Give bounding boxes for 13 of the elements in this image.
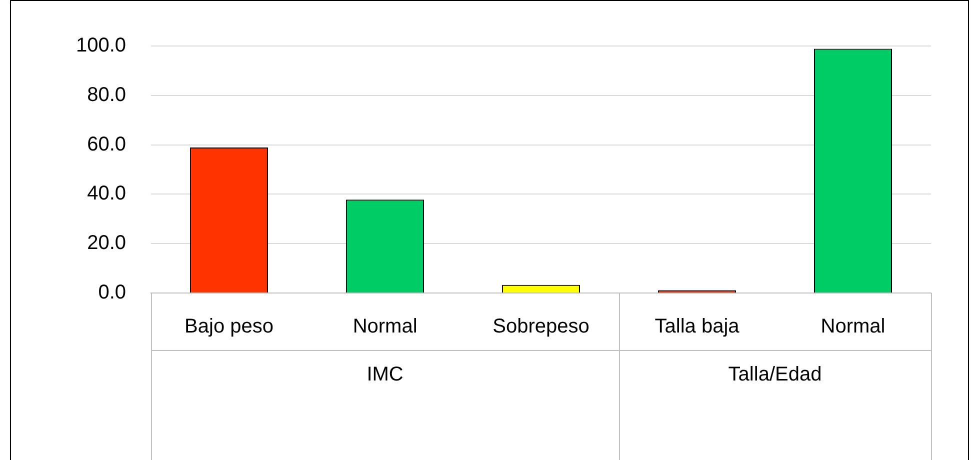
x-tick-label: Normal — [352, 316, 418, 338]
x-tick-label: Sobrepeso — [492, 316, 590, 338]
x-tick-label: Bajo peso — [184, 316, 274, 338]
text: Talla/Edad — [728, 364, 822, 386]
y-tick-label: 20.0 — [87, 232, 126, 254]
y-tick-label: 0.0 — [98, 282, 126, 304]
text: IMC — [366, 364, 404, 386]
y-tick-label: 100.0 — [76, 34, 126, 57]
y-tick-label: 60.0 — [87, 133, 126, 156]
x-tick-label: Normal — [820, 316, 886, 338]
y-tick-label: 80.0 — [87, 84, 126, 106]
x-tick-label: Talla baja — [654, 316, 740, 338]
y-tick-label: 40.0 — [87, 182, 126, 205]
